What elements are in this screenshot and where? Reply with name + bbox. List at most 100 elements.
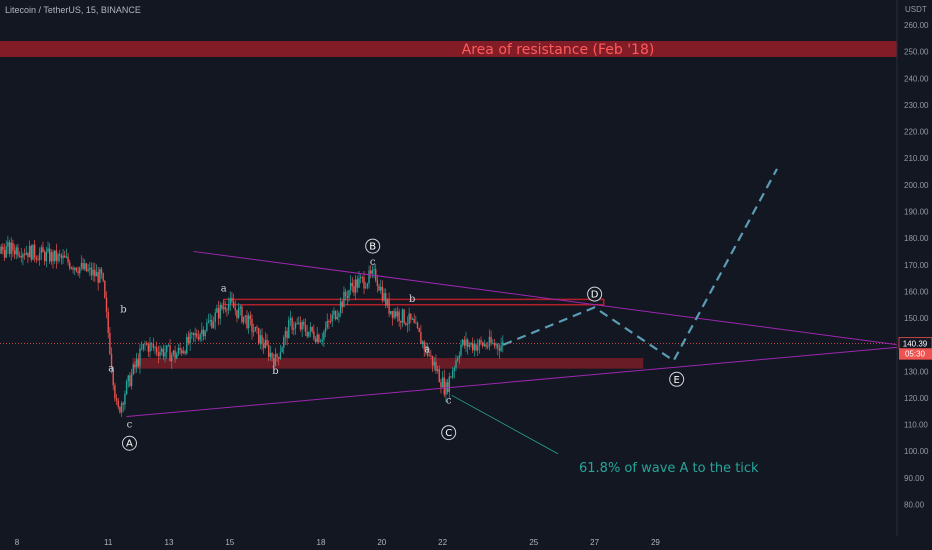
candle-body [20, 255, 22, 258]
candle-body [391, 311, 394, 318]
candle-body [3, 250, 6, 258]
candle-body [378, 286, 380, 291]
price-tick-180: 180.00 [904, 234, 929, 243]
candle-body [125, 380, 128, 395]
candle-body [278, 357, 280, 359]
candle-body [247, 315, 250, 329]
candle-body [15, 247, 17, 255]
candle-body [450, 376, 452, 378]
candle-body [64, 255, 66, 258]
candle-body [147, 344, 150, 352]
candle-body [331, 314, 333, 322]
triangle-lower-line [126, 346, 898, 418]
candle-body [27, 252, 29, 258]
candle-body [62, 255, 64, 259]
candle-body [57, 254, 59, 261]
candle-body [202, 329, 205, 337]
candle-body [264, 339, 267, 349]
candle-body [291, 318, 293, 330]
candle-body [492, 343, 494, 345]
candle-body [192, 332, 195, 336]
candle-body [100, 269, 103, 274]
candle-body [246, 315, 248, 329]
candle-body [206, 322, 208, 331]
candle-body [410, 313, 412, 320]
candle-body [104, 280, 106, 298]
candle-body [433, 362, 435, 366]
candle-body [65, 256, 68, 258]
candle-body [172, 350, 175, 355]
wave-badge-D: D [591, 290, 599, 301]
candle-body [152, 344, 155, 348]
candle-body [313, 331, 315, 339]
wave-badge-B: B [369, 242, 376, 253]
candle-body [231, 298, 233, 302]
candle-body [358, 278, 360, 288]
candle-body [279, 352, 282, 359]
chart-title: Litecoin / TetherUS, 15, BINANCE [5, 5, 141, 15]
candle-body [109, 332, 111, 354]
candle-body [171, 354, 173, 362]
candle-body [466, 339, 469, 347]
candle-body [22, 254, 24, 258]
candle-body [89, 267, 91, 270]
fib-note: 61.8% of wave A to the tick [579, 461, 759, 476]
candle-body [359, 277, 362, 279]
candle-body [418, 328, 420, 333]
candle-body [259, 335, 262, 344]
candle-body [445, 382, 447, 395]
candle-body [32, 244, 34, 260]
candle-body [194, 333, 196, 336]
candle-body [364, 287, 367, 289]
date-tick-13: 13 [165, 538, 174, 547]
candle-body [0, 246, 2, 254]
candle-body [217, 308, 220, 319]
candle-body [311, 326, 313, 332]
candle-body [155, 347, 158, 353]
candle-body [186, 336, 188, 354]
price-tick-250: 250.00 [904, 48, 929, 57]
candle-body [455, 360, 457, 368]
candle-body [212, 322, 215, 328]
candle-body [187, 336, 190, 344]
candle-body [12, 242, 14, 251]
candle-body [135, 359, 138, 368]
price-tick-120: 120.00 [904, 394, 929, 403]
candle-body [130, 373, 133, 387]
resistance-label: Area of resistance (Feb '18) [462, 42, 655, 58]
candle-body [214, 312, 216, 323]
candles [0, 235, 504, 418]
candle-body [196, 333, 198, 338]
candle-body [150, 343, 153, 345]
candle-body [221, 304, 223, 309]
candle-body [50, 252, 53, 262]
candle-body [451, 371, 454, 378]
candle-body [37, 259, 39, 261]
drawn-lines: 61.8% of wave A to the tick [126, 168, 898, 476]
candle-body [184, 351, 186, 354]
wave-label-b: b [120, 305, 126, 316]
candle-body [370, 270, 372, 274]
candle-body [70, 267, 73, 269]
candle-body [268, 345, 270, 357]
candle-body [319, 341, 322, 343]
candle-body [396, 311, 399, 317]
candle-body [453, 367, 456, 372]
candle-body [181, 349, 183, 354]
candle-body [134, 364, 136, 368]
candle-body [177, 347, 180, 354]
countdown-label: 05:30 [905, 350, 926, 359]
candle-body [368, 270, 370, 284]
date-tick-15: 15 [225, 538, 234, 547]
last-price-label: 140.39 [903, 340, 928, 349]
candle-body [460, 344, 462, 356]
candle-body [167, 345, 170, 347]
candle-body [17, 247, 19, 256]
candle-body [182, 351, 185, 354]
candle-body [502, 341, 504, 346]
wave-badge-circle-D [587, 286, 603, 302]
date-tick-18: 18 [317, 538, 326, 547]
candle-body [475, 344, 477, 351]
candle-body [75, 267, 78, 272]
